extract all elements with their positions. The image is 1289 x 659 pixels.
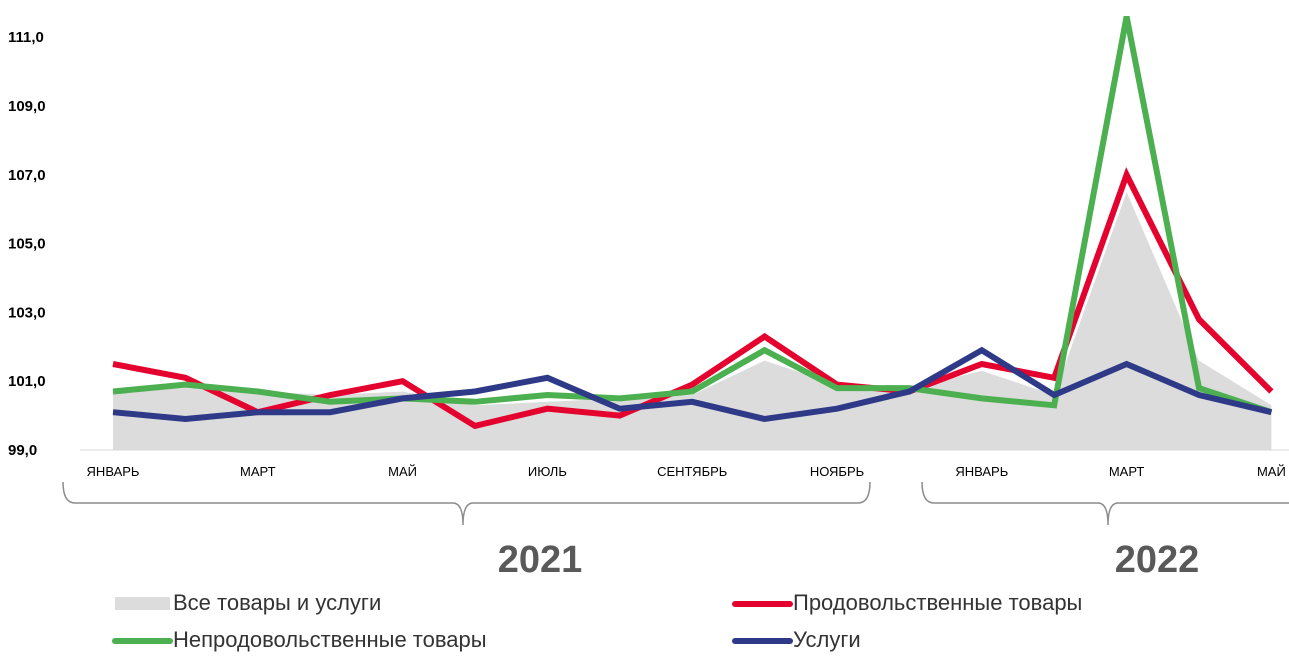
x-tick-label: ЯНВАРЬ [955,464,1008,479]
y-tick-label: 101,0 [8,373,46,390]
year-bracket [62,481,871,526]
area-layer [113,192,1272,450]
year-brackets: 2021 2022 [62,481,1289,581]
series-area-all-goods [113,192,1272,450]
lines-layer [112,16,1274,430]
y-axis-ticks: 99,0 101,0 103,0 105,0 107,0 109,0 111,0 [8,29,46,459]
legend-swatch [115,597,170,610]
year-label: 2022 [1115,539,1200,581]
legend: Все товары и услуги Продовольственные тов… [112,590,1082,652]
year-label: 2021 [498,539,583,581]
x-tick-label: ЯНВАРЬ [87,464,140,479]
x-tick-label: МАРТ [1109,464,1145,479]
series-line-3 [112,346,1273,423]
legend-label: Непродовольственные товары [173,627,487,652]
legend-label: Продовольственные товары [793,590,1082,615]
legend-label: Услуги [793,627,861,652]
x-tick-label: ИЮЛЬ [528,464,567,479]
x-tick-label: МАЙ [388,464,417,479]
y-tick-label: 107,0 [8,167,46,184]
legend-label: Все товары и услуги [173,590,381,615]
x-tick-label: НОЯБРЬ [810,464,864,479]
y-tick-label: 103,0 [8,304,46,321]
y-tick-label: 109,0 [8,98,46,115]
x-tick-label: МАРТ [240,464,276,479]
y-tick-label: 111,0 [8,29,44,46]
x-axis-ticks: ЯНВАРЬ МАРТ МАЙ ИЮЛЬ СЕНТЯБРЬ НОЯБРЬ ЯНВАРЬ МАР… [87,464,1286,479]
y-tick-label: 99,0 [8,442,37,459]
x-tick-label: МАЙ [1257,464,1286,479]
x-tick-label: СЕНТЯБРЬ [657,464,727,479]
year-bracket [921,481,1289,526]
series-line-2 [112,16,1273,416]
y-tick-label: 105,0 [8,236,46,253]
